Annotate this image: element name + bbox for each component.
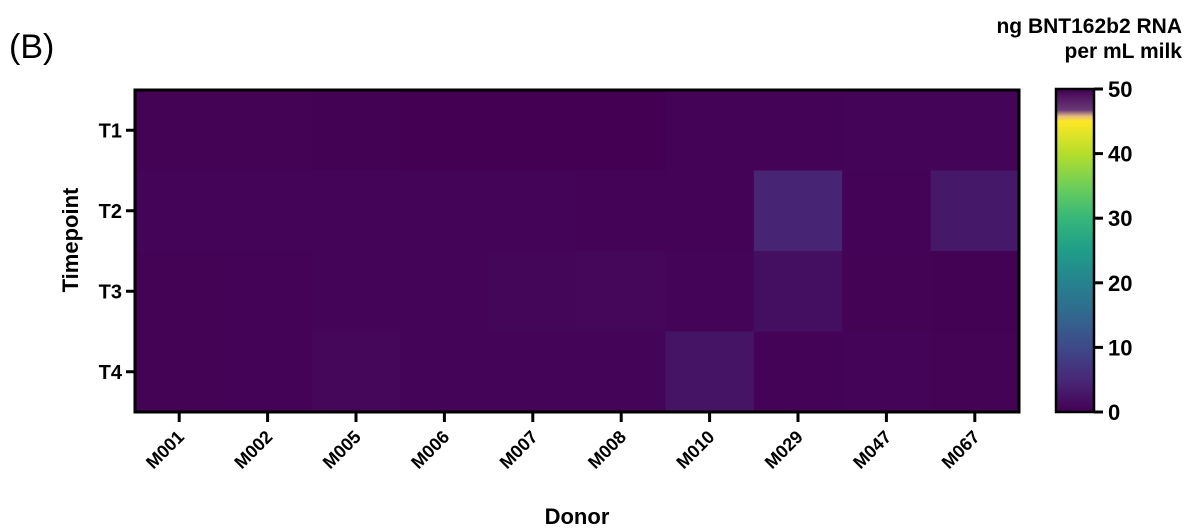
colorbar-title: ng BNT162b2 RNA per mL milk [922,14,1182,64]
heatmap-cell [842,170,932,252]
heatmap-cell [753,331,843,413]
heatmap-cell [930,331,1020,413]
heatmap-cell [488,170,578,252]
colorbar-tick-label: 30 [1108,206,1132,231]
heatmap-cell [488,90,578,171]
heatmap-cell [223,170,313,252]
plot-frame [133,88,1021,414]
colorbar-title-line2: per mL milk [1064,40,1183,63]
heatmap-cell [135,331,224,413]
heatmap-cell [753,251,843,332]
heatmap-cell [400,331,490,413]
heatmap-cell [577,251,666,332]
heatmap-cell [665,90,755,171]
y-tick-label: T1 [99,120,122,142]
heatmap-cell [311,90,401,171]
heatmap-cell [842,251,932,332]
colorbar-ticks: 0 10 20 30 40 50 [1094,77,1132,425]
heatmap-cell [753,170,843,252]
heatmap-cell [577,90,666,171]
heatmap-cell [488,331,578,413]
heatmap-cells [135,90,1020,413]
colorbar-tick-label: 20 [1108,271,1132,296]
heatmap-cell [930,170,1020,252]
colorbar-gradient [1054,87,1096,414]
heatmap-cell [930,251,1020,332]
heatmap-cell [311,170,401,252]
heatmap-cell [930,90,1020,171]
x-tick-label: M007 [496,427,542,473]
colorbar-tick-label: 40 [1108,142,1132,167]
heatmap-cell [223,331,313,413]
heatmap-cell [665,331,755,413]
x-tick-label: M006 [407,427,453,473]
panel-label: (B) [9,28,55,66]
heatmap-cell [577,170,666,252]
heatmap-cell [135,170,224,252]
x-axis: M001 M002 M005 M006 M007 M008 M010 M029 M047 M067 [142,412,984,473]
x-tick-label: M010 [672,427,718,473]
x-tick-label: M029 [761,427,807,473]
y-tick-label: T2 [99,201,122,223]
y-tick-label: T4 [99,362,123,384]
x-tick-label: M001 [142,427,188,473]
heatmap-cell [311,251,401,332]
heatmap-cell [311,331,401,413]
heatmap-cell [135,251,224,332]
heatmap-cell [577,331,666,413]
colorbar: 0 10 20 30 40 50 [1054,77,1132,425]
colorbar-tick-label: 50 [1108,77,1132,102]
heatmap-cell [842,331,932,413]
heatmap-cell [400,170,490,252]
x-tick-label: M067 [938,427,984,473]
heatmap-cell [488,251,578,332]
x-tick-label: M005 [319,427,365,473]
heatmap-cell [665,251,755,332]
heatmap-cell [665,170,755,252]
heatmap-cell [842,90,932,171]
x-tick-label: M008 [584,427,630,473]
y-axis-label: Timepoint [58,187,83,292]
x-tick-label: M002 [230,427,276,473]
x-axis-label: Donor [545,504,610,529]
colorbar-tick-label: 10 [1108,335,1132,360]
heatmap-cell [223,90,313,171]
heatmap-cell [400,90,490,171]
heatmap-cell [135,90,224,171]
y-tick-label: T3 [99,281,122,303]
heatmap-cell [223,251,313,332]
heatmap-cell [753,90,843,171]
colorbar-title-line1: ng BNT162b2 RNA [996,15,1182,38]
heatmap-cell [400,251,490,332]
x-tick-label: M047 [849,427,895,473]
colorbar-tick-label: 0 [1108,400,1120,425]
y-axis: T1 T2 T3 T4 [99,120,135,384]
